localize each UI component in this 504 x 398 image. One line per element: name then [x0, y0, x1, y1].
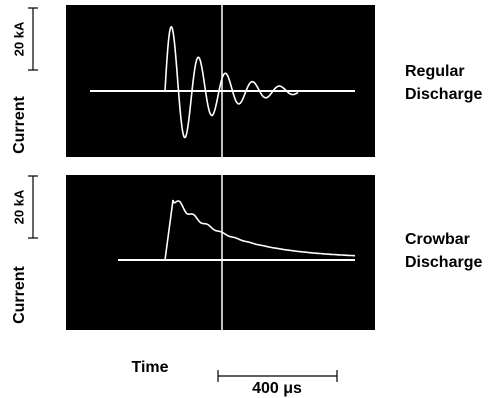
scale-label: 20 kA: [11, 21, 26, 56]
caption: Discharge: [405, 86, 482, 103]
figure: 20 kA Current Regular Discharge 20 kA Cu…: [0, 0, 504, 398]
caption: Discharge: [405, 254, 482, 271]
scale-bar: [28, 8, 38, 70]
time-label: Time: [131, 359, 168, 376]
axis-label: Current: [11, 95, 28, 153]
scope-screen: [66, 175, 375, 330]
time-scale-label: 400 μs: [252, 380, 302, 397]
scale-label: 20 kA: [11, 189, 26, 224]
scale-bar: [28, 176, 38, 238]
caption: Crowbar: [405, 231, 470, 248]
page: {"top_panel": {"scale_label": "20 kA", "…: [0, 0, 504, 398]
caption: Regular: [405, 63, 465, 80]
axis-label: Current: [11, 265, 28, 323]
